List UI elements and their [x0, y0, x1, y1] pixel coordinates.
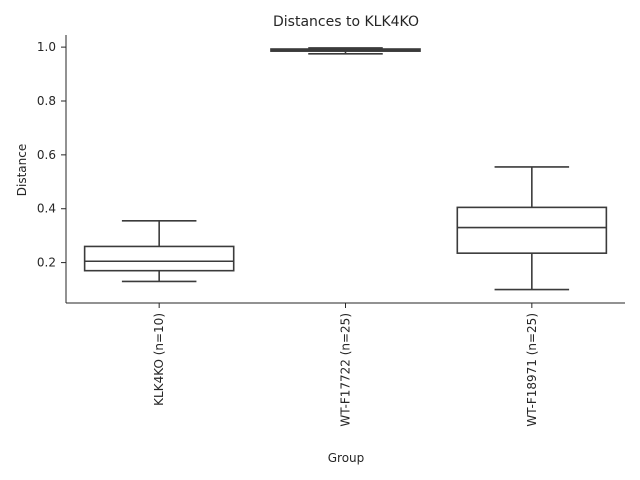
x-tick-label: KLK4KO (n=10) [152, 313, 166, 406]
y-tick-label: 0.4 [37, 202, 56, 216]
y-tick-label: 0.8 [37, 94, 56, 108]
x-tick-label: WT-F18971 (n=25) [525, 313, 539, 427]
x-axis-ticks: KLK4KO (n=10) WT-F17722 (n=25) WT-F18971 (… [152, 303, 539, 427]
y-axis-ticks: 0.2 0.4 0.6 0.8 1.0 [37, 40, 66, 270]
iqr-box [456, 206, 608, 254]
y-axis-label: Distance [15, 144, 29, 196]
box-group-3 [456, 166, 608, 291]
x-axis-label: Group [328, 451, 365, 465]
box-series [83, 47, 608, 291]
x-tick-label: WT-F17722 (n=25) [339, 313, 353, 427]
y-tick-label: 1.0 [37, 40, 56, 54]
chart-title: Distances to KLK4KO [273, 14, 419, 30]
box-group-2 [270, 47, 421, 55]
y-tick-label: 0.6 [37, 148, 56, 162]
iqr-box [83, 245, 235, 272]
y-tick-label: 0.2 [37, 256, 56, 270]
box-group-1 [83, 220, 235, 283]
